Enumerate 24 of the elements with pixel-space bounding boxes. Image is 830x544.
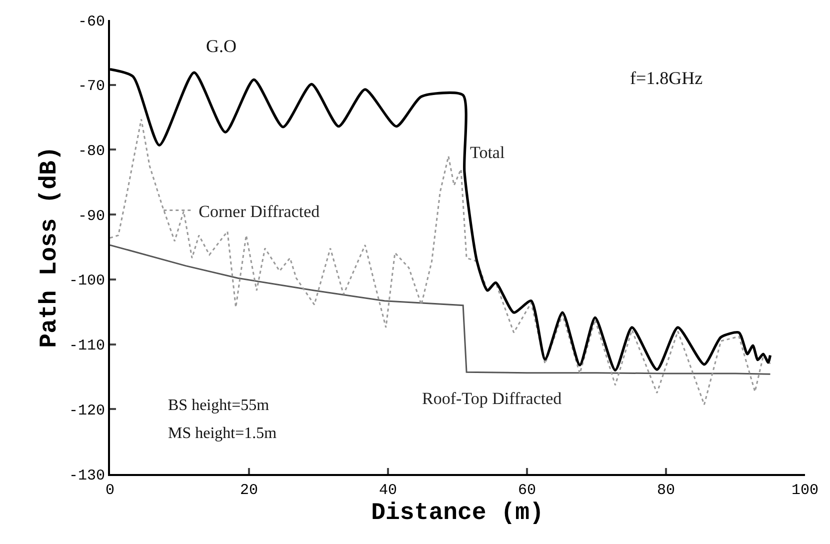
x-tick-label: 80	[656, 482, 676, 499]
line-series	[110, 244, 771, 375]
y-tick-label: -100	[68, 272, 105, 290]
annotation: BS height=55m	[168, 397, 270, 414]
series-label: Roof-Top Diffracted	[422, 389, 562, 408]
y-tick-label: -90	[78, 208, 105, 225]
x-tick-label: 40	[378, 482, 398, 499]
y-tick-label: -120	[68, 402, 105, 420]
y-tick-label: -80	[78, 142, 105, 160]
legend-label: Corner Diffracted	[198, 202, 320, 221]
x-tick-label: 0	[105, 482, 115, 499]
x-tick-label: 60	[518, 482, 536, 499]
y-tick-label: -60	[78, 13, 105, 30]
annotation: MS height=1.5m	[168, 425, 278, 442]
annotation: f=1.8GHz	[630, 68, 703, 88]
y-tick-label: -110	[68, 338, 105, 355]
annotation: G.O	[206, 36, 236, 56]
x-tick-label: 20	[240, 482, 258, 499]
y-tick-label: -130	[68, 467, 105, 484]
x-axis-title: Distance (m)	[371, 500, 544, 527]
y-tick-label: -70	[78, 78, 105, 96]
y-axis-title: Path Loss (dB)	[36, 146, 64, 348]
x-tick-label: 100	[791, 482, 819, 499]
series-label: Total	[470, 143, 505, 162]
